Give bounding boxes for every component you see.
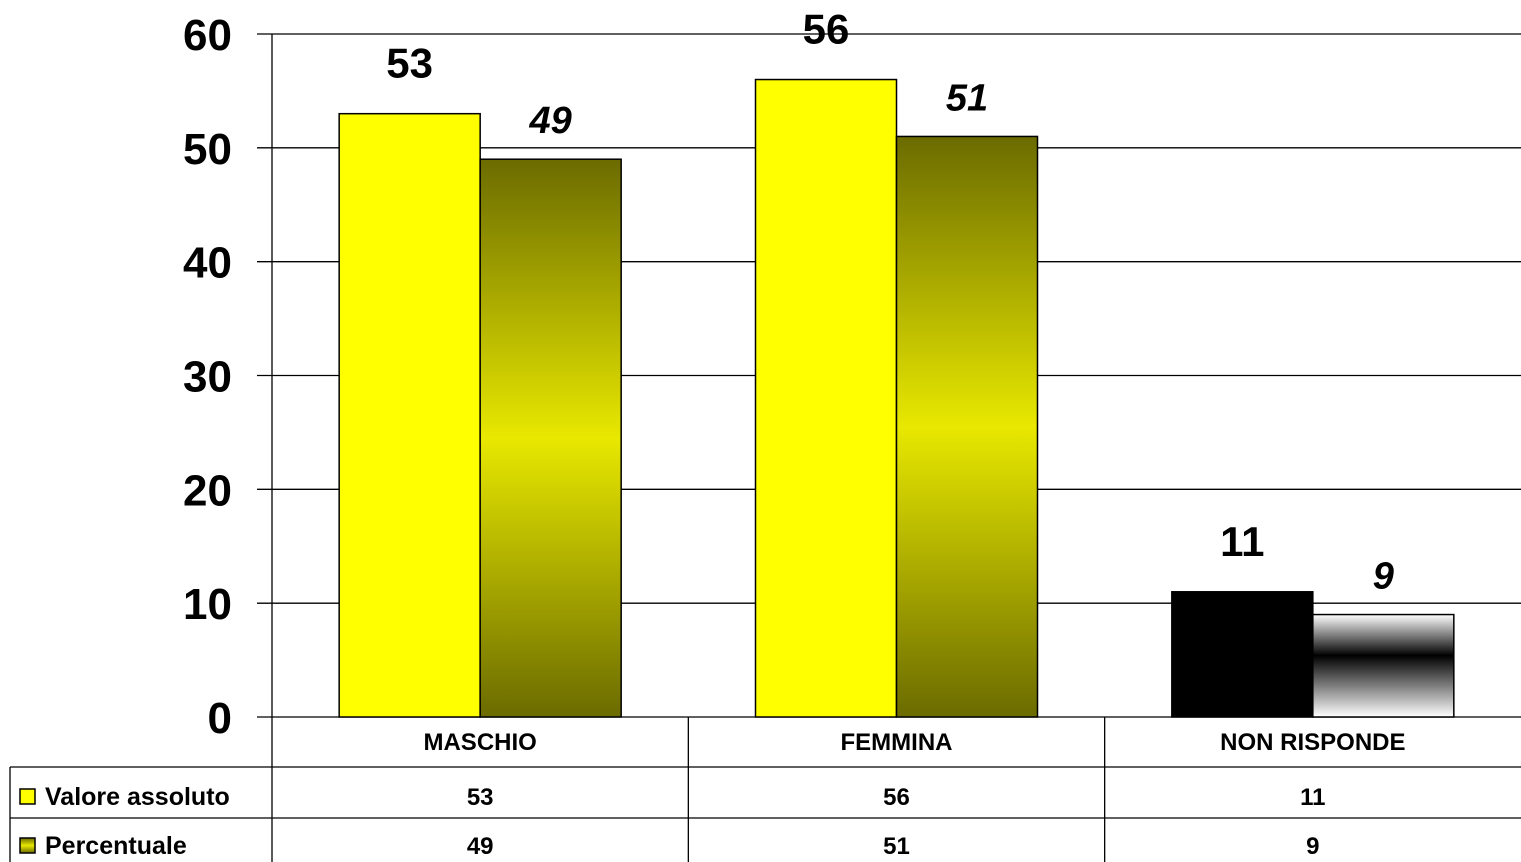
data-label-non-risponde-valore: 11	[1220, 518, 1264, 565]
bar-maschio-percentuale	[479, 158, 622, 718]
data-label-maschio-percentuale: 49	[529, 100, 572, 142]
bar-femmina-valore	[754, 78, 898, 718]
data-label-maschio-valore: 53	[386, 40, 433, 87]
table-cell-non-risponde-valore: 11	[1300, 784, 1325, 811]
x-tick-label-non-risponde: NON RISPONDE	[1220, 729, 1405, 756]
data-table: MASCHIO FEMMINA NON RISPONDE Valore assolut…	[9, 717, 1521, 862]
y-tick-label-20: 20	[183, 466, 232, 515]
legend-label-valore: Valore assoluto	[45, 783, 230, 811]
table-cell-maschio-percentuale: 49	[467, 833, 494, 860]
y-tick-label-10: 10	[183, 580, 232, 629]
y-tick-label-40: 40	[183, 239, 232, 288]
x-tick-label-femmina: FEMMINA	[841, 729, 953, 756]
data-label-non-risponde-percentuale: 9	[1373, 556, 1394, 598]
x-tick-label-maschio: MASCHIO	[423, 729, 536, 756]
legend-swatch-percentuale	[19, 837, 36, 854]
bar-maschio-valore	[338, 112, 481, 718]
legend-label-percentuale: Percentuale	[45, 832, 187, 860]
bars	[338, 78, 1455, 718]
bar-non-risponde-percentuale	[1312, 613, 1455, 718]
bar-non-risponde-valore	[1171, 591, 1314, 718]
y-tick-label-30: 30	[183, 353, 232, 402]
table-cell-maschio-valore: 53	[467, 784, 494, 811]
y-tick-label-0: 0	[208, 694, 232, 743]
data-labels: 53 49 56 51 11 9	[386, 6, 1394, 598]
data-label-femmina-percentuale: 51	[946, 77, 988, 119]
bar-femmina-percentuale	[895, 135, 1039, 718]
y-tick-label-50: 50	[183, 125, 232, 174]
data-label-femmina-valore: 56	[803, 6, 850, 53]
legend-swatch-valore	[19, 788, 36, 805]
y-tick-label-60: 60	[183, 11, 232, 60]
table-cell-femmina-valore: 56	[883, 784, 910, 811]
table-cell-femmina-percentuale: 51	[883, 833, 910, 860]
y-axis: 0 10 20 30 40 50 60	[183, 11, 273, 743]
table-cell-non-risponde-percentuale: 9	[1306, 833, 1319, 860]
